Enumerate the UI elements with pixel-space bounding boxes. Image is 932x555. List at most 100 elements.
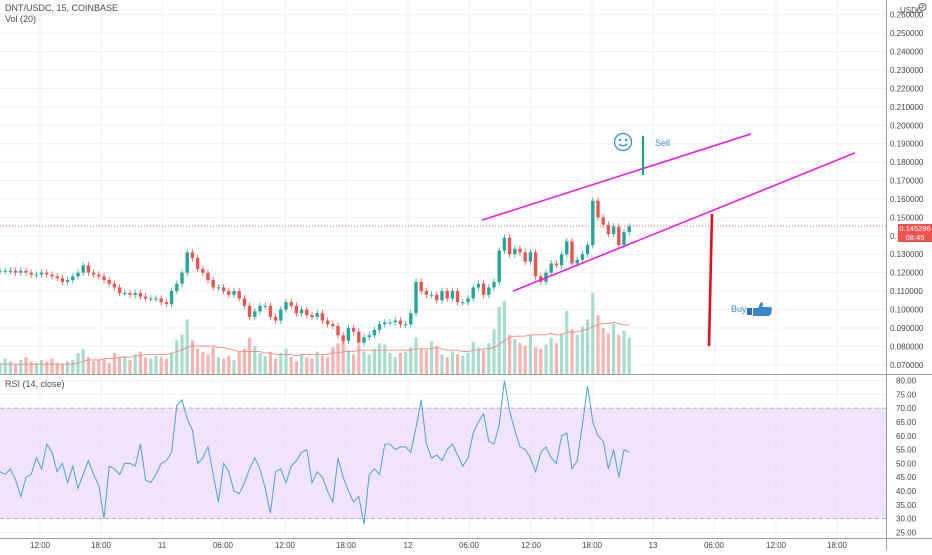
volume-bar: [50, 358, 54, 374]
volume-bar: [518, 343, 522, 374]
candle-body: [331, 324, 335, 327]
currency-label: USDC: [900, 6, 923, 15]
volume-bar: [627, 337, 631, 374]
price-tick-label: 0.150000: [890, 213, 924, 222]
buy-annotation[interactable]: Buy: [731, 304, 747, 314]
candle-body: [310, 315, 314, 317]
price-tick-label: 0.130000: [890, 250, 924, 259]
volume-bar: [29, 361, 33, 374]
rsi-indicator-label[interactable]: RSI (14, close): [5, 379, 65, 389]
symbol-title[interactable]: DNT/USDC, 15, COINBASE: [5, 3, 119, 13]
candle-body: [461, 302, 465, 304]
time-tick-label: 13: [649, 541, 658, 550]
candle-body: [585, 245, 590, 255]
time-tick-label: 12:00: [30, 541, 51, 550]
candle-body: [450, 291, 455, 299]
candle-body: [622, 232, 626, 246]
volume-bar: [414, 337, 418, 374]
candle-body: [549, 263, 553, 273]
price-tick-label: 0.110000: [890, 287, 923, 296]
volume-bar: [159, 357, 163, 374]
candle-body: [195, 257, 200, 269]
rsi-overbought-oversold-band: [0, 408, 886, 519]
candle-body: [107, 280, 111, 284]
candle-body: [492, 281, 496, 288]
time-tick-label: 18:00: [827, 541, 848, 550]
volume-bar: [24, 357, 28, 374]
volume-bar: [8, 361, 12, 374]
volume-bar: [419, 348, 423, 374]
candle-body: [71, 276, 75, 281]
candle-body: [409, 313, 413, 325]
candle-body: [575, 259, 579, 264]
candle-body: [34, 274, 39, 276]
sell-annotation[interactable]: Sell: [655, 138, 671, 148]
volume-bar: [424, 350, 428, 374]
volume-bar: [149, 358, 153, 374]
volume-bar: [138, 351, 142, 374]
candle-body: [227, 291, 231, 295]
volume-bar: [430, 341, 434, 374]
volume-bar: [40, 360, 44, 374]
volume-bar: [164, 358, 168, 374]
volume-bar: [107, 362, 111, 374]
candle-body: [367, 335, 371, 338]
volume-bar: [227, 355, 231, 374]
volume-bar: [170, 353, 174, 374]
candle-body: [143, 296, 148, 299]
candle-body: [175, 283, 179, 292]
candle-body: [169, 291, 174, 304]
price-tick-label: 0.250000: [890, 29, 924, 38]
volume-bar: [435, 346, 439, 374]
candle-body: [221, 287, 226, 292]
volume-bar: [284, 348, 288, 374]
candle-body: [8, 270, 13, 272]
last-price-label: 0.145296: [898, 224, 932, 233]
candle-body: [159, 298, 163, 303]
rsi-tick-label: 35.00: [896, 501, 917, 510]
volume-bar: [216, 357, 220, 374]
volume-bar: [315, 351, 319, 374]
candle-body: [435, 294, 439, 301]
candle-body: [315, 313, 319, 317]
volume-bar: [253, 346, 257, 374]
volume-bar: [352, 354, 356, 374]
price-tick-label: 0.260000: [890, 11, 924, 20]
candle-body: [377, 324, 382, 330]
volume-bar: [383, 344, 387, 374]
candle-body: [351, 327, 356, 332]
candle-body: [45, 272, 49, 275]
volume-bar: [86, 357, 90, 374]
volume-bar: [331, 347, 335, 374]
candle-body: [164, 302, 169, 304]
time-tick-label: 12: [404, 541, 413, 550]
volume-bar: [492, 329, 496, 374]
candle-body: [294, 305, 299, 314]
price-tick-label: 0.170000: [890, 177, 924, 186]
candle-body: [476, 283, 481, 288]
candle-body: [253, 311, 257, 317]
volume-bar: [201, 351, 205, 374]
rsi-tick-label: 40.00: [896, 487, 917, 496]
thumbs-up-icon: [746, 301, 774, 317]
volume-bar: [190, 340, 194, 374]
volume-bar: [404, 351, 408, 374]
price-tick-label: 0.120000: [890, 269, 924, 278]
volume-bar: [97, 360, 101, 374]
candle-body: [81, 265, 85, 273]
candle-body: [60, 278, 65, 282]
candle-body: [289, 302, 293, 306]
candle-body: [190, 252, 195, 258]
currency-settings-icon[interactable]: [917, 0, 928, 11]
volume-bar: [222, 358, 226, 374]
volume-bar: [112, 353, 116, 374]
candle-body: [507, 237, 512, 255]
volume-bar: [341, 337, 345, 374]
volume-indicator-label[interactable]: Vol (20): [5, 14, 37, 24]
candle-body: [497, 250, 501, 282]
rsi-tick-label: 45.00: [896, 473, 917, 482]
volume-bar: [232, 360, 236, 374]
volume-bar: [336, 343, 340, 374]
